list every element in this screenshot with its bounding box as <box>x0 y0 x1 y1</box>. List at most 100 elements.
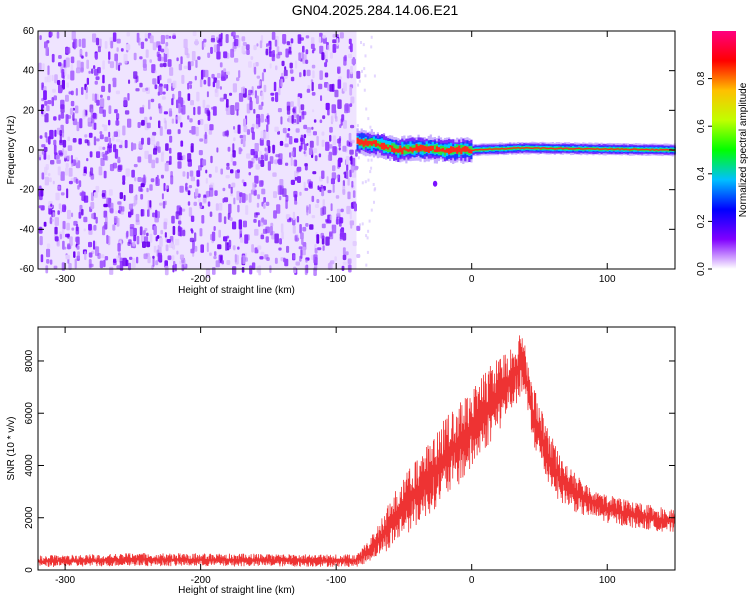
noise-cell <box>187 153 192 162</box>
noise-cell <box>43 221 47 227</box>
noise-cell <box>46 105 50 112</box>
noise-cell <box>101 193 106 198</box>
noise-cell <box>65 114 69 124</box>
noise-cell <box>99 134 104 140</box>
noise-cell <box>129 224 135 230</box>
signal-band-segment <box>413 147 416 151</box>
noise-speck <box>357 83 360 87</box>
noise-cell <box>246 49 250 55</box>
signal-band-segment <box>592 148 595 150</box>
noise-cell <box>58 114 61 121</box>
noise-cell <box>47 65 50 76</box>
noise-cell <box>342 82 347 92</box>
noise-cell <box>94 53 98 60</box>
noise-cell <box>204 123 209 132</box>
noise-cell <box>226 98 229 108</box>
noise-cell <box>318 83 323 90</box>
noise-cell <box>166 129 172 135</box>
noise-cell <box>196 179 200 187</box>
noise-cell <box>109 208 114 214</box>
noise-cell <box>53 139 57 146</box>
noise-cell <box>133 195 138 205</box>
noise-cell <box>183 38 188 49</box>
noise-cell <box>47 74 51 83</box>
noise-cell <box>82 173 87 177</box>
noise-cell <box>336 216 339 225</box>
noise-cell <box>149 184 153 191</box>
noise-cell <box>322 199 325 208</box>
noise-cell <box>140 183 145 188</box>
noise-cell <box>343 120 347 129</box>
signal-band-segment <box>531 147 534 150</box>
noise-cell <box>240 237 244 243</box>
noise-cell <box>94 80 98 85</box>
noise-cell <box>324 62 328 68</box>
signal-band-segment <box>637 149 640 151</box>
signal-band <box>356 128 676 187</box>
noise-cell <box>306 88 311 93</box>
noise-cell <box>41 150 45 155</box>
noise-cell <box>202 197 207 204</box>
noise-cell <box>225 34 229 44</box>
noise-cell <box>78 38 82 47</box>
noise-cell <box>213 44 217 53</box>
noise-cell <box>45 136 49 143</box>
signal-band-segment <box>478 148 481 152</box>
noise-cell <box>254 228 259 236</box>
noise-cell <box>108 146 112 153</box>
noise-cell <box>287 128 291 132</box>
noise-cell <box>155 178 160 186</box>
signal-band-segment <box>458 145 461 153</box>
noise-cell <box>190 176 195 182</box>
noise-cell <box>187 115 190 120</box>
noise-cell <box>299 115 302 123</box>
noise-cell <box>237 124 241 134</box>
noise-cell <box>248 172 251 176</box>
noise-cell <box>348 45 352 50</box>
noise-cell <box>275 65 278 71</box>
noise-speck <box>373 74 376 78</box>
noise-cell <box>227 146 231 152</box>
noise-speck <box>372 183 375 186</box>
noise-cell <box>100 254 105 259</box>
noise-cell <box>153 225 157 236</box>
noise-cell <box>194 75 197 81</box>
noise-cell <box>81 190 84 200</box>
noise-cell <box>254 175 259 184</box>
noise-cell <box>294 235 298 241</box>
signal-band-segment <box>598 148 601 151</box>
noise-cell <box>303 69 306 77</box>
noise-cell <box>278 247 282 251</box>
noise-cell <box>318 153 322 158</box>
signal-band-segment <box>372 140 375 145</box>
noise-cell <box>273 191 277 199</box>
noise-cell <box>311 81 314 92</box>
noise-cell <box>316 135 319 146</box>
noise-cell <box>350 165 355 173</box>
noise-cell <box>68 263 72 271</box>
noise-cell <box>255 62 259 67</box>
noise-cell <box>218 212 222 223</box>
noise-cell <box>150 98 155 103</box>
noise-cell <box>65 57 70 68</box>
noise-cell <box>298 145 302 152</box>
noise-cell <box>152 255 155 259</box>
signal-band-segment <box>425 146 428 152</box>
noise-cell <box>128 203 133 210</box>
noise-cell <box>303 134 307 139</box>
noise-cell <box>86 77 89 85</box>
noise-cell <box>234 254 239 265</box>
signal-band-segment <box>435 146 438 153</box>
noise-cell <box>60 192 65 196</box>
signal-band-segment <box>480 149 483 151</box>
noise-cell <box>230 192 233 197</box>
noise-cell <box>112 224 116 231</box>
noise-cell <box>93 192 98 198</box>
noise-cell <box>219 86 222 90</box>
noise-cell <box>238 219 242 230</box>
noise-cell <box>66 188 69 199</box>
noise-cell <box>57 166 61 176</box>
noise-cell <box>313 119 317 123</box>
noise-cell <box>351 180 354 188</box>
noise-cell <box>288 217 292 221</box>
